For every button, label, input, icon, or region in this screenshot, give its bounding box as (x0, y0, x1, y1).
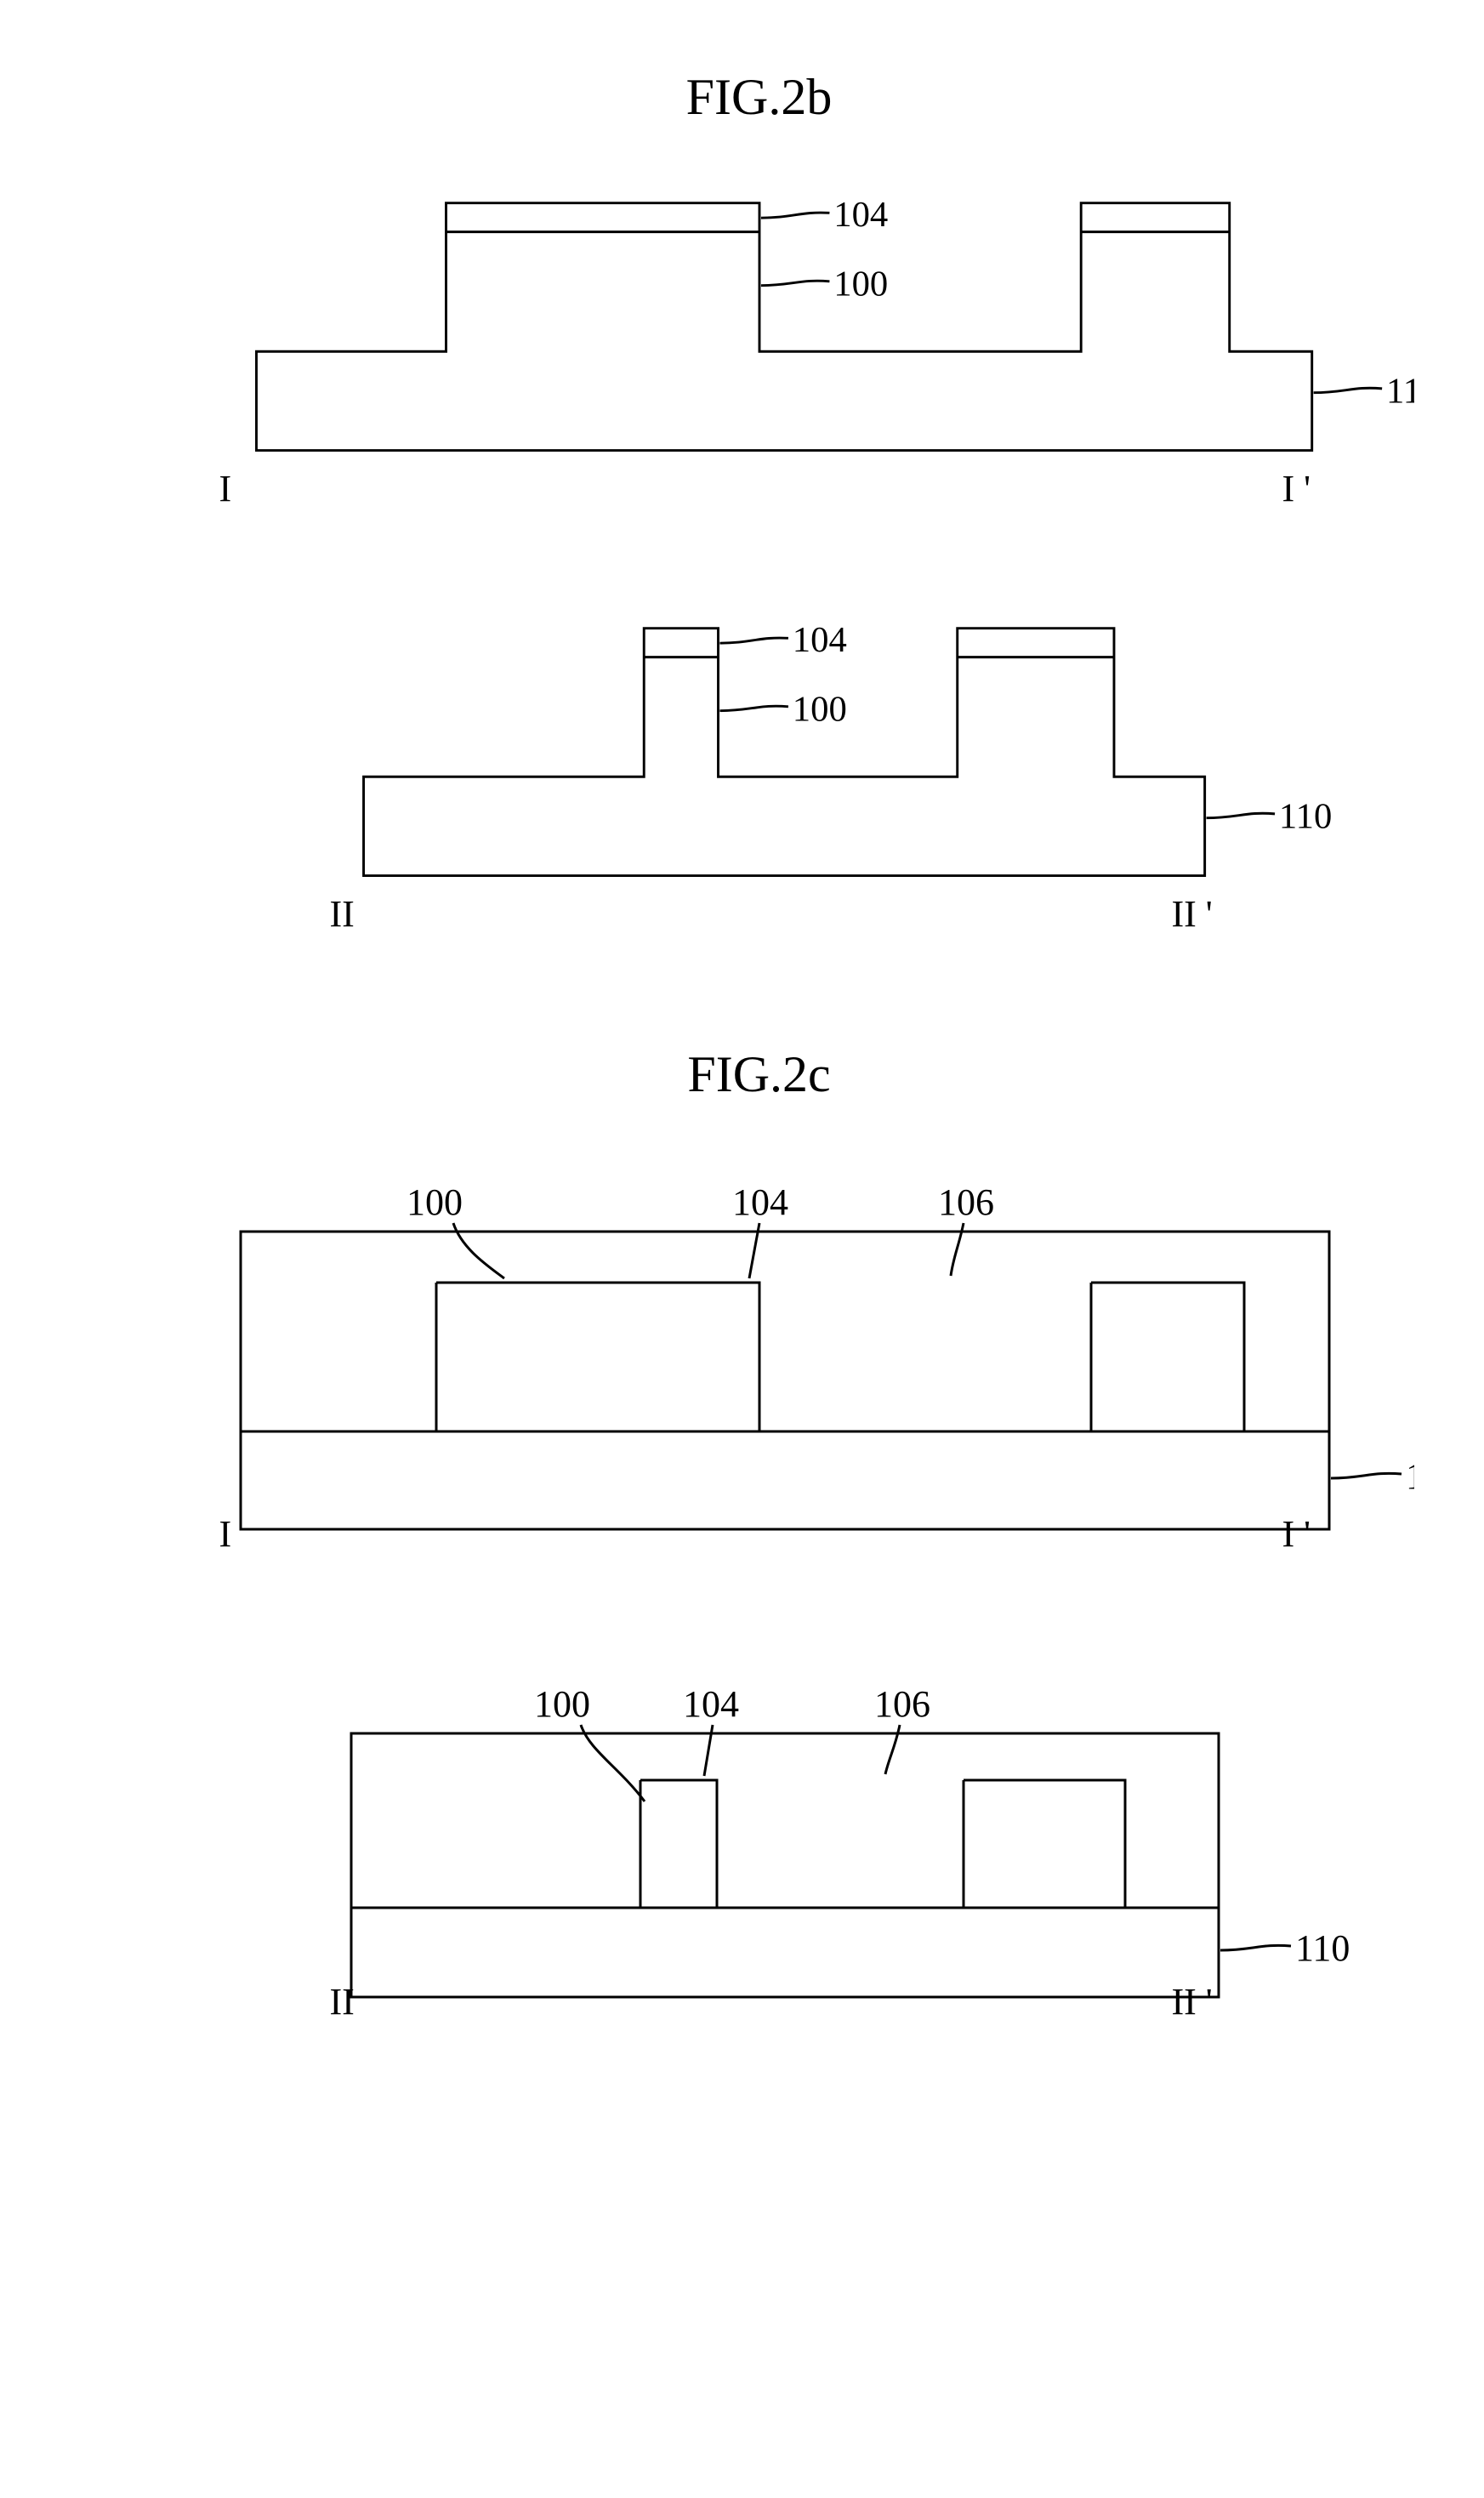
figure-title-2b: FIG.2b (17, 68, 1484, 127)
cross-section-outline (256, 203, 1311, 451)
section-end-left: II (330, 892, 355, 936)
section-end-left: I (219, 467, 232, 510)
cross-section-outline (363, 629, 1204, 876)
outer-rect (241, 1232, 1329, 1529)
section-end-right: II ' (1172, 892, 1213, 936)
ref-100: 100 (407, 1181, 463, 1223)
ref-100: 100 (792, 689, 846, 729)
ref-104: 104 (792, 620, 846, 660)
ref-110: 110 (1278, 796, 1331, 836)
fig2b-panel-2-svg: 104 100 110 (105, 620, 1414, 892)
fig2c-panel-1: 100 104 106 110 I I ' (105, 1172, 1414, 1572)
top-labels: 100 104 106 (534, 1683, 930, 1801)
outer-rect (351, 1733, 1219, 1997)
section-end-left: I (219, 1512, 232, 1556)
figure-title-2c: FIG.2c (17, 1045, 1484, 1104)
leaders: 104 100 110 (719, 620, 1332, 836)
fig2b-panel-2: 104 100 110 II II ' (105, 620, 1414, 943)
section-end-right: I ' (1282, 1512, 1311, 1556)
fig2c-panel-2: 100 104 106 110 II II ' (105, 1674, 1414, 2040)
ref-104: 104 (833, 195, 888, 235)
section-end-left: II (330, 1980, 355, 2023)
fig2b-panel-1: 104 100 110 I I ' (105, 195, 1414, 518)
ref-104: 104 (683, 1683, 739, 1725)
ref-106: 106 (874, 1683, 930, 1725)
section-end-right: II ' (1172, 1980, 1213, 2023)
ref-106: 106 (938, 1181, 994, 1223)
mesa-lines (241, 1283, 1329, 1431)
top-labels: 100 104 106 (407, 1181, 994, 1278)
fig2c-panel-2-svg: 100 104 106 110 (105, 1674, 1414, 2040)
ref-100: 100 (534, 1683, 590, 1725)
ref-100: 100 (833, 264, 888, 304)
section-end-right: I ' (1282, 467, 1311, 510)
ref-110: 110 (1385, 371, 1413, 411)
leaders: 104 100 110 (760, 195, 1413, 411)
fig2b-panel-1-svg: 104 100 110 (105, 195, 1414, 467)
mesa-lines (351, 1780, 1219, 1908)
side-leaders: 110 (1331, 1455, 1414, 1497)
fig2c-panel-1-svg: 100 104 106 110 (105, 1172, 1414, 1572)
ref-110: 110 (1406, 1455, 1414, 1497)
ref-104: 104 (732, 1181, 788, 1223)
side-leaders: 110 (1220, 1927, 1350, 1969)
page: FIG.2b 104100110 I I ' 104100110 II II '… (17, 68, 1484, 2040)
ref-110: 110 (1295, 1927, 1350, 1969)
